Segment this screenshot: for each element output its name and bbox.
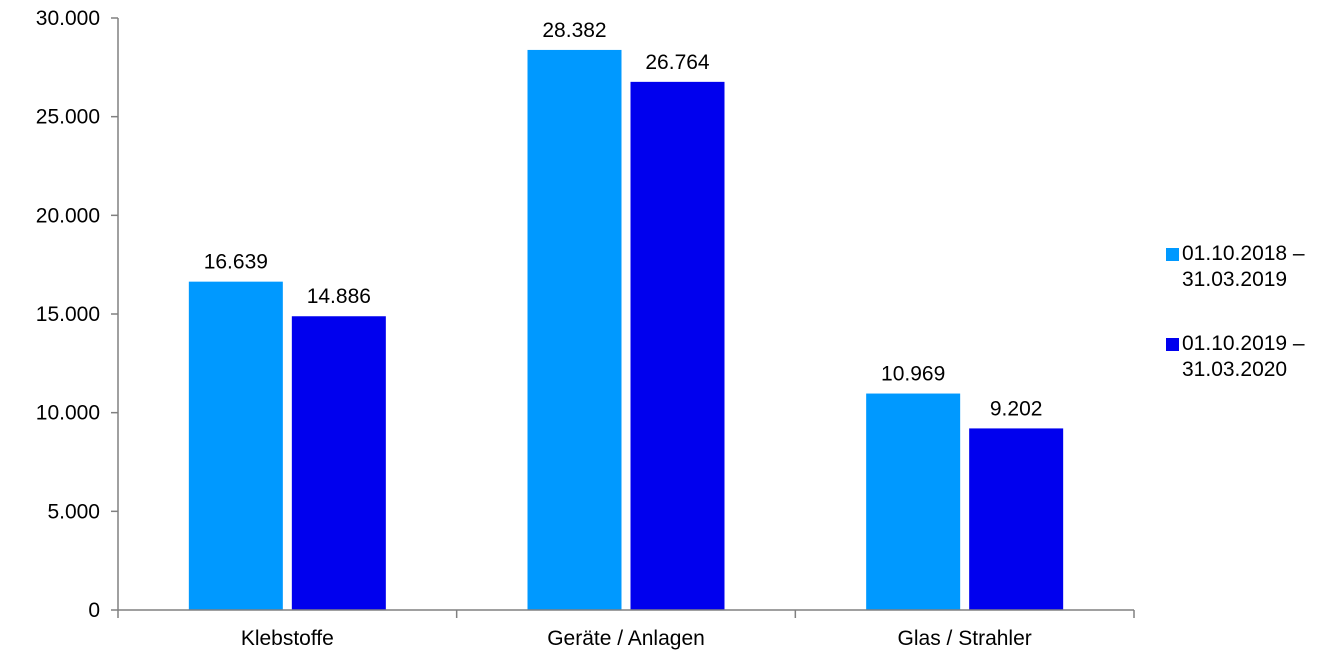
y-tick-label: 15.000 [36, 303, 100, 326]
x-ticks-group: Klebstoffe Geräte / Anlagen Glas / Strahle… [117, 610, 1135, 650]
legend-label-series-2-line-1: 01.10.2019 – [1182, 332, 1305, 355]
bar-value-label: 14.886 [307, 285, 371, 308]
legend-swatch-series-1 [1166, 248, 1179, 261]
legend-swatch-series-2 [1166, 338, 1179, 351]
y-tick-label: 5.000 [47, 500, 100, 523]
bar-value-label: 9.202 [990, 397, 1043, 420]
bar-value-label: 16.639 [204, 251, 268, 274]
bar [527, 49, 622, 611]
bar-value-label: 10.969 [881, 363, 945, 386]
data-labels-group: 16.639 14.886 28.382 26.764 10.969 9.202 [204, 19, 1043, 420]
legend-label-series-1-line-1: 01.10.2018 – [1182, 242, 1305, 265]
legend-label-series-2-line-2: 31.03.2020 [1182, 358, 1288, 381]
x-category-label: Klebstoffe [241, 627, 334, 650]
y-tick-label: 25.000 [36, 106, 100, 129]
x-category-label: Glas / Strahler [898, 627, 1032, 650]
y-tick-label: 30.000 [36, 7, 100, 30]
bar [630, 81, 725, 611]
y-tick-label: 0 [88, 599, 100, 622]
legend-item-series-2: 01.10.2019 – 31.03.2020 [1162, 331, 1337, 383]
bar-value-label: 26.764 [645, 51, 710, 74]
bar [866, 393, 961, 610]
bars-group [188, 49, 1064, 611]
y-tick-label: 20.000 [36, 204, 100, 227]
y-ticks-group: 0 5.000 10.000 15.000 20.000 25.000 30.000 [36, 7, 118, 622]
bar [969, 428, 1064, 610]
bar-value-label: 28.382 [542, 19, 606, 42]
legend-item-series-1: 01.10.2018 – 31.03.2019 [1162, 241, 1337, 293]
legend-label-series-1-line-2: 31.03.2019 [1182, 268, 1288, 291]
x-category-label: Geräte / Anlagen [547, 627, 705, 650]
bar [291, 316, 386, 610]
legend: 01.10.2018 – 31.03.2019 01.10.2019 – 31.… [1162, 241, 1337, 421]
bar [188, 281, 283, 610]
y-tick-label: 10.000 [36, 402, 100, 425]
